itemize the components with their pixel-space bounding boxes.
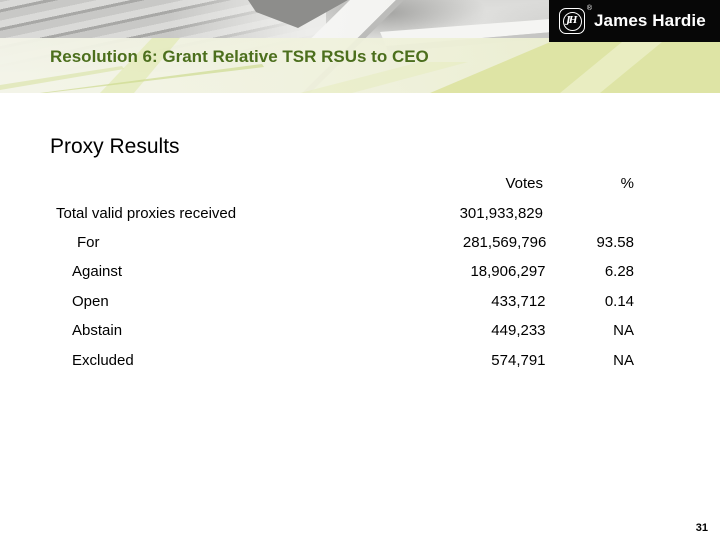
row-label: Against bbox=[72, 263, 123, 281]
row-percent: NA bbox=[613, 351, 635, 369]
monogram-letters: JH bbox=[566, 16, 577, 26]
page-number: 31 bbox=[695, 522, 708, 534]
percent-column-header: % bbox=[620, 175, 634, 193]
row-votes: 281,569,796 bbox=[462, 233, 547, 251]
row-votes: 433,712 bbox=[491, 292, 546, 310]
banner: Resolution 6: Grant Relative TSR RSUs to… bbox=[0, 0, 720, 93]
proxy-results-table: Votes % Total valid proxies received 301… bbox=[56, 169, 634, 375]
table-row: For 281,569,796 93.58 bbox=[56, 228, 634, 257]
row-percent: NA bbox=[613, 322, 635, 340]
row-percent: 6.28 bbox=[604, 263, 635, 281]
row-votes: 301,933,829 bbox=[459, 204, 543, 222]
row-label: For bbox=[77, 233, 100, 251]
row-percent: 0.14 bbox=[604, 292, 635, 310]
table-row: Total valid proxies received 301,933,829 bbox=[56, 198, 634, 227]
row-label: Open bbox=[72, 292, 109, 310]
row-votes: 18,906,297 bbox=[470, 263, 546, 281]
table-row: Excluded 574,791 NA bbox=[56, 345, 634, 374]
table-row: Abstain 449,233 NA bbox=[56, 316, 634, 345]
row-percent: 93.58 bbox=[596, 233, 634, 251]
james-hardie-monogram-icon: JH ® bbox=[559, 5, 592, 34]
brand-name: James Hardie bbox=[594, 11, 706, 30]
james-hardie-logo: JH ® James Hardie bbox=[549, 0, 720, 42]
row-label: Total valid proxies received bbox=[56, 204, 237, 222]
row-label: Excluded bbox=[72, 351, 134, 369]
row-votes: 574,791 bbox=[491, 351, 546, 369]
monogram-circle: JH bbox=[562, 11, 582, 31]
section-heading: Proxy Results bbox=[50, 135, 180, 158]
registered-trademark-symbol: ® bbox=[586, 5, 592, 12]
slide-title: Resolution 6: Grant Relative TSR RSUs to… bbox=[50, 47, 429, 66]
table-header-row: Votes % bbox=[56, 169, 634, 198]
table-row: Against 18,906,297 6.28 bbox=[56, 257, 634, 286]
row-label: Abstain bbox=[72, 322, 123, 340]
row-votes: 449,233 bbox=[491, 322, 546, 340]
votes-column-header: Votes bbox=[505, 175, 543, 193]
table-row: Open 433,712 0.14 bbox=[56, 287, 634, 316]
